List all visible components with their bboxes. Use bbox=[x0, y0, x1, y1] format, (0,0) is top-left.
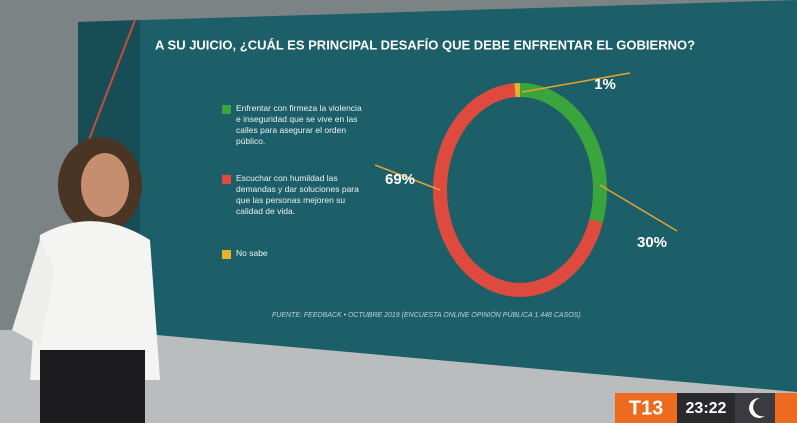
legend-swatch bbox=[222, 105, 231, 114]
donut-segment bbox=[519, 83, 607, 223]
presenter-shirt bbox=[30, 221, 160, 380]
legend-label: Enfrentar con firmeza la violencia e ins… bbox=[236, 103, 362, 146]
legend-label: No sabe bbox=[236, 248, 268, 258]
moon-icon bbox=[749, 397, 765, 418]
legend-swatch bbox=[222, 250, 231, 259]
leader-line bbox=[599, 184, 678, 232]
chart-title: A SU JUICIO, ¿CUÁL ES PRINCIPAL DESAFÍO … bbox=[155, 37, 695, 52]
channel-logo: T13 bbox=[629, 397, 663, 419]
presenter-pants bbox=[40, 350, 145, 423]
leader-line bbox=[374, 164, 441, 191]
decor-line bbox=[84, 19, 136, 151]
value-label: 1% bbox=[594, 76, 616, 93]
donut-segment bbox=[433, 83, 603, 297]
clock-box bbox=[677, 393, 735, 423]
value-label: 69% bbox=[385, 171, 415, 188]
logo-box bbox=[615, 393, 677, 423]
accent-box bbox=[775, 393, 797, 423]
clock: 23:22 bbox=[686, 400, 727, 417]
leader-line bbox=[521, 72, 631, 93]
source-note: FUENTE: FEEDBACK • OCTUBRE 2019 (ENCUEST… bbox=[272, 310, 581, 319]
legend-label: Escuchar con humildad las demandas y dar… bbox=[236, 173, 359, 216]
weather-box bbox=[735, 393, 775, 423]
presenter-face bbox=[81, 153, 129, 217]
legend-swatch bbox=[222, 175, 231, 184]
value-label: 30% bbox=[637, 234, 667, 251]
presenter-arm bbox=[12, 240, 55, 345]
